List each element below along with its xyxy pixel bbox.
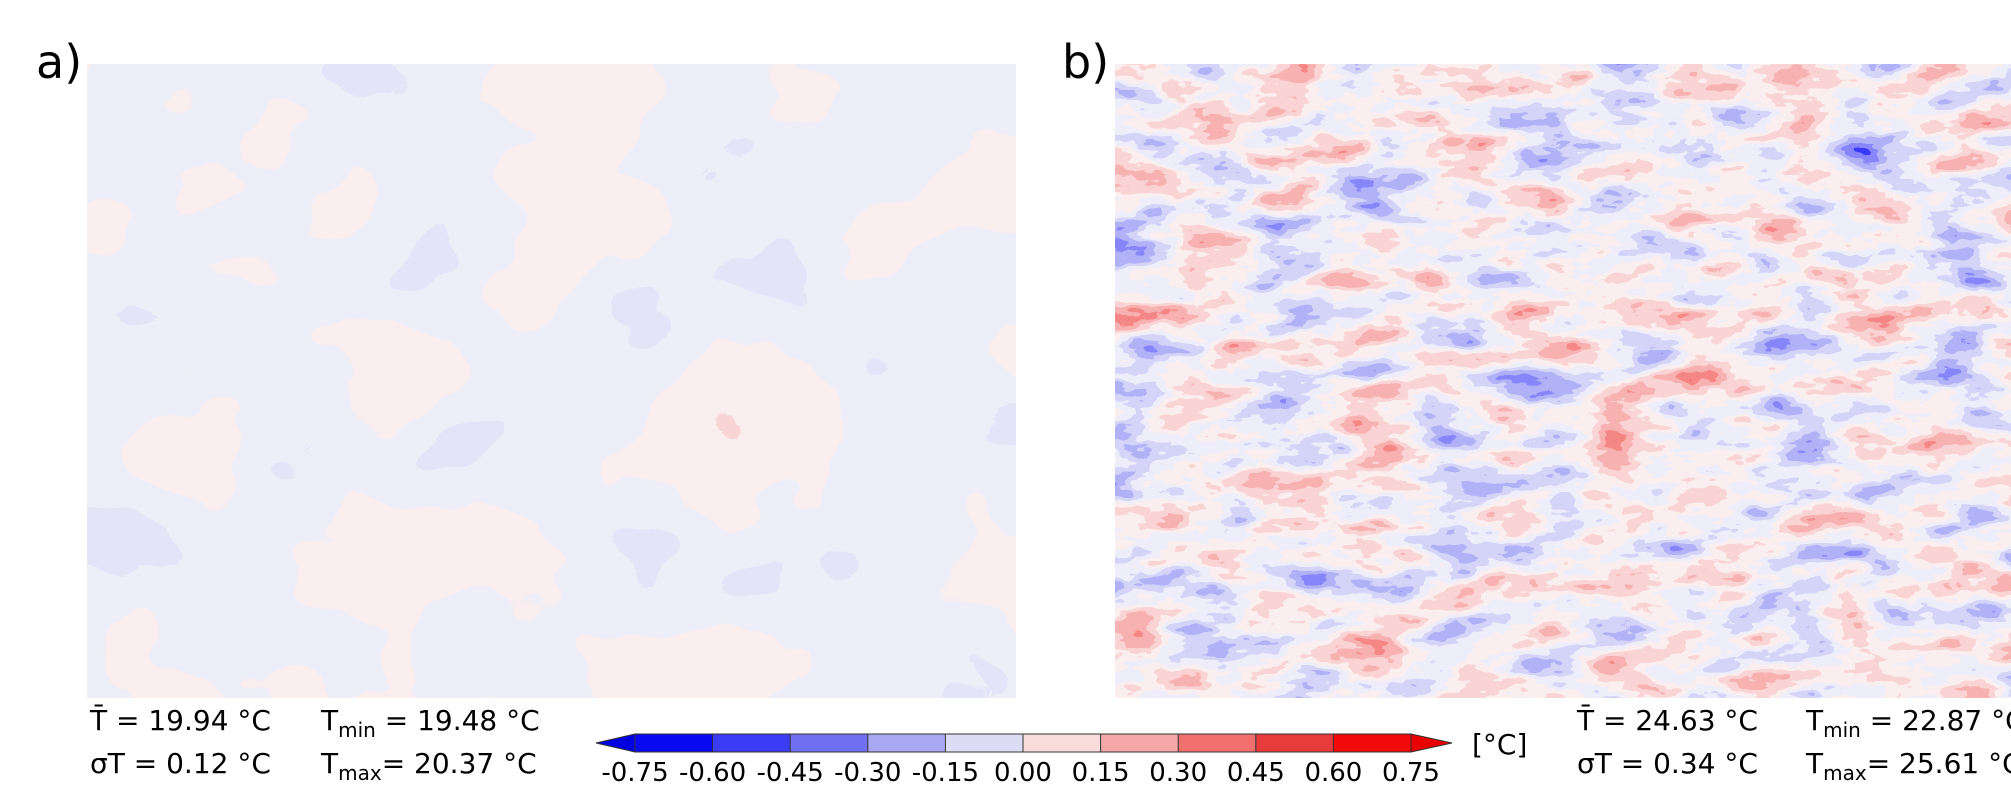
colorbar-under [595, 733, 636, 753]
colorbar-tick-label: 0.75 [1382, 758, 1440, 782]
stat-rest: = 20.37 °C [382, 747, 537, 780]
colorbar-bin [1255, 734, 1334, 752]
stat-rest: = 19.48 °C [376, 704, 540, 737]
stat-base: T [1805, 704, 1824, 737]
stat-tmax: Tmax= 20.37 °C [320, 747, 537, 782]
colorbar-over [1410, 733, 1453, 753]
panel-label: a) [36, 35, 82, 89]
stat-sub: max [338, 761, 382, 782]
colorbar-tick-label: 0.15 [1072, 758, 1130, 782]
panel-label: b) [1062, 35, 1109, 89]
stat-base: T [320, 704, 339, 737]
map-b [1115, 64, 2011, 698]
colorbar-tick-label: -0.45 [757, 758, 824, 782]
stat-mean: T̄ = 24.63 °C [1576, 703, 1758, 737]
colorbar-tick-label: 0.45 [1227, 758, 1285, 782]
stat-sub: max [1823, 761, 1867, 782]
colorbar-bin [1178, 734, 1256, 752]
colorbar-bin [712, 734, 791, 752]
colorbar-bin [1100, 734, 1179, 752]
colorbar-unit: [°C] [1472, 728, 1527, 761]
stat-mean: T̄ = 19.94 °C [89, 703, 271, 737]
stat-base: T [320, 747, 339, 780]
colorbar-bin [945, 734, 1023, 752]
colorbar-tick-label: 0.60 [1304, 758, 1362, 782]
stat-tmin: Tmin = 19.48 °C [320, 704, 540, 742]
colorbar-tick-label: -0.60 [679, 758, 746, 782]
stat-base: T [1805, 747, 1824, 780]
stat-tmax: Tmax= 25.61 °C [1805, 747, 2011, 782]
colorbar-bin [1333, 734, 1411, 752]
colorbar-tick-label: -0.15 [912, 758, 979, 782]
colorbar-bin [790, 734, 868, 752]
stat-rest: = 22.87 °C [1861, 704, 2011, 737]
stat-std: σT = 0.34 °C [1577, 747, 1758, 780]
stat-sub: min [1823, 718, 1861, 742]
colorbar-bin [867, 734, 946, 752]
colorbar-bin [635, 734, 713, 752]
colorbar-bin [1023, 734, 1101, 752]
colorbar-tick-label: 0.00 [994, 758, 1052, 782]
colorbar-tick-label: 0.30 [1149, 758, 1207, 782]
stat-sub: min [338, 718, 376, 742]
stat-rest: = 25.61 °C [1867, 747, 2011, 780]
stat-tmin: Tmin = 22.87 °C [1805, 704, 2011, 742]
colorbar-tick-label: -0.30 [834, 758, 901, 782]
map-a [87, 64, 1016, 698]
colorbar-tick-label: -0.75 [601, 758, 668, 782]
stat-std: σT = 0.12 °C [90, 747, 271, 780]
